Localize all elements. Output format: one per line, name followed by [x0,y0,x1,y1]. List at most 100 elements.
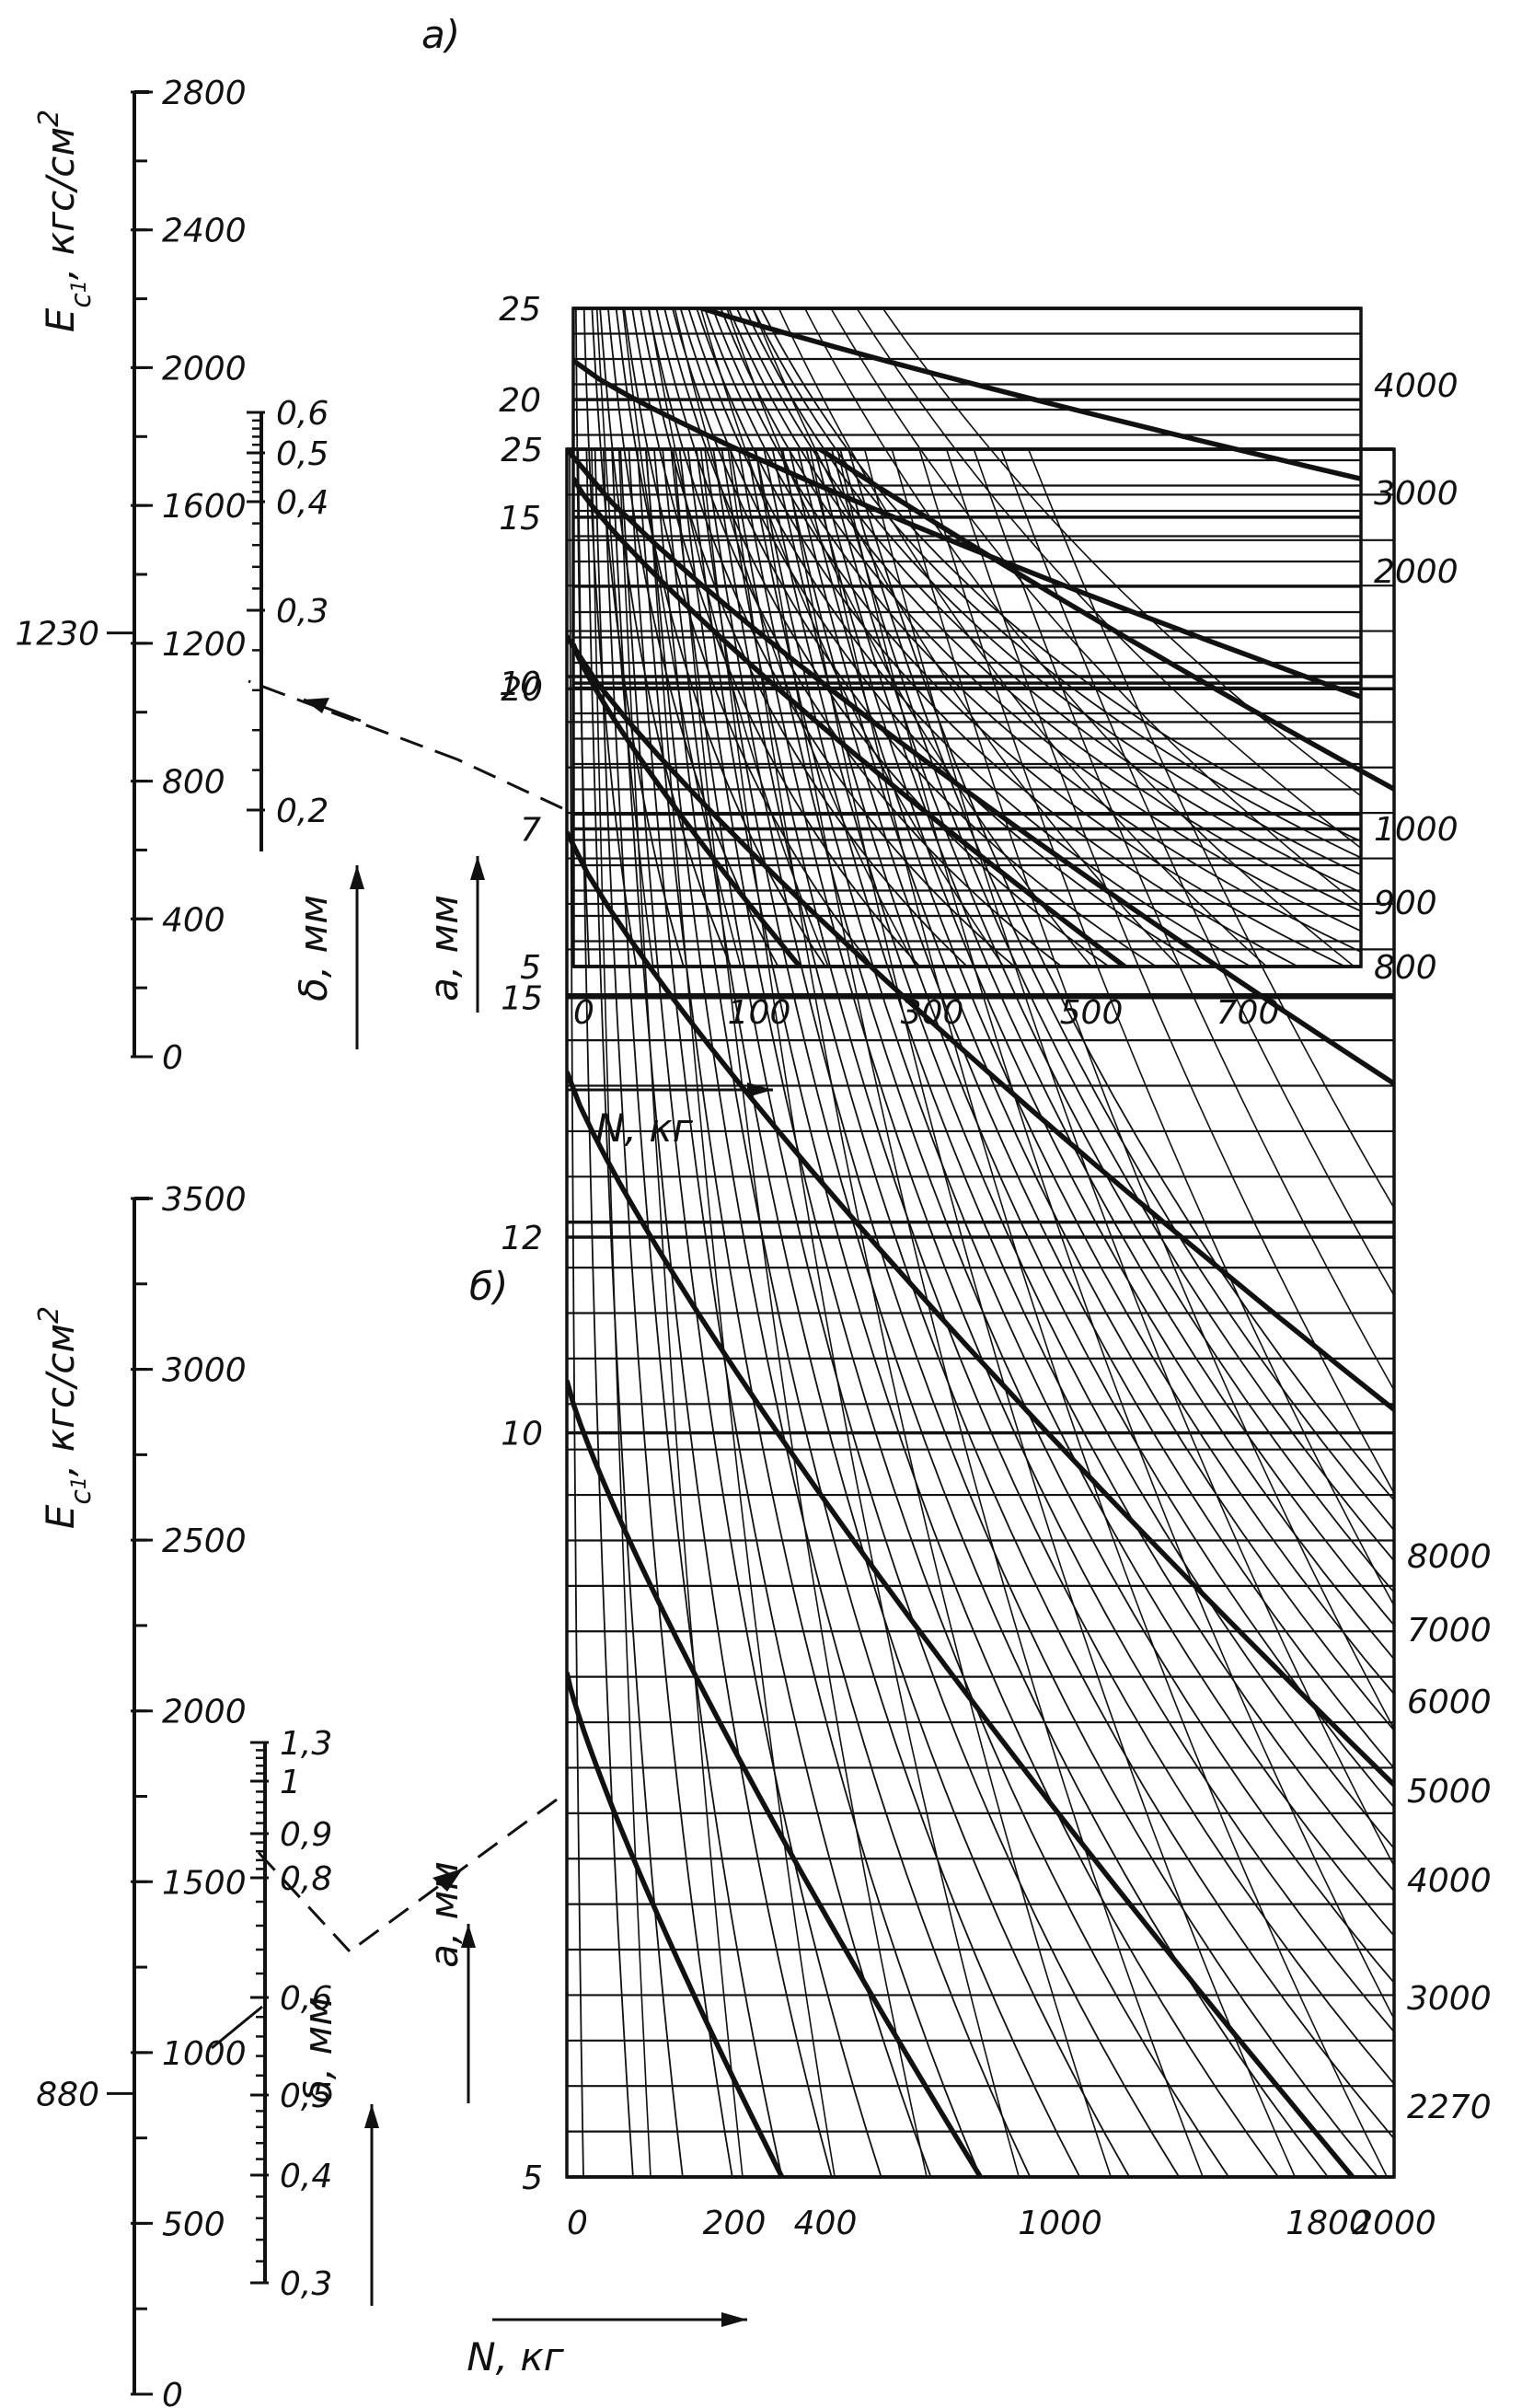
steep-thin-curve [863,449,1394,1868]
a-tick-label: 7 [520,812,541,850]
delta-tick-label: 1,3 [280,1725,332,1763]
delta-tick-label: 0,9 [280,1816,332,1854]
ec-axis-label: Ec1, кгс/см2 [33,1306,98,1529]
ec-tick-label: 3500 [162,1181,247,1219]
thin-curve [771,449,1394,1809]
a-tick-label: 20 [499,382,541,420]
ec-tick-label: 2800 [162,75,247,112]
delta-tick-label: 0,3 [280,2265,332,2303]
thin-curve [830,449,1394,1562]
delta-arrow-head [364,2104,379,2128]
key-curve-7000 [567,449,1394,1087]
steep-thin-curve [591,449,651,2177]
thin-curve [813,449,1394,1627]
curve-label: 800 [1374,949,1437,987]
n-tick-label: 1800 [1286,2205,1370,2242]
curve-family [567,449,1394,2177]
steep-thin-curve [918,449,1394,1607]
thin-curve [728,308,1361,912]
n-tick-label: 0 [567,2205,588,2242]
steep-thin-curve [830,308,1361,908]
thin-curve [653,449,1081,2177]
a-tick-label: 5 [522,2159,543,2197]
example-dashed-line-2 [250,1844,352,1953]
thin-curve [805,449,1394,1661]
plot-area [565,447,1396,2179]
ec-label-part: 2 [33,110,65,127]
steep-thin-curve [755,449,1204,2177]
thin-curve [611,449,833,2177]
steep-thin-curve [856,308,1361,850]
thin-curve [797,449,1394,1696]
key-curve-2000 [573,358,1361,700]
ec-tick-label: 2400 [162,213,247,250]
n-tick-label: 200 [703,2205,767,2242]
thin-curve [695,449,1329,2177]
delta-tick-label: 0,3 [276,593,329,631]
delta-axis-label: δ, мм [295,1997,340,2103]
ec-tick-label: 400 [162,901,225,939]
thin-curve [670,449,1181,2177]
delta-tick-label: 0,2 [276,793,329,830]
ec-tick-label: 0 [162,1039,183,1077]
n-tick-label: 500 [1060,994,1124,1032]
thin-curve [628,449,932,2177]
ec-tick-label: 500 [162,2205,225,2243]
steep-thin-curve [778,308,1268,967]
ec-label-part: 1 [68,280,91,293]
curve-label: 2270 [1407,2089,1492,2126]
steep-thin-curve [781,449,1297,2177]
thin-curve [721,449,1394,2086]
curve-label: 4000 [1407,1862,1492,1900]
a-tick-label: 12 [501,1220,543,1257]
steep-thin-curve [727,449,1112,2177]
delta-tick-label: 0,4 [276,484,329,522]
steep-thin-curve [673,449,928,2177]
ec-marked-label: 1230 [15,616,99,654]
n-tick-label: 400 [794,2205,858,2242]
steep-thin-curve [945,449,1394,1495]
ec-tick-label: 1600 [162,488,247,526]
thin-curve [672,308,1157,967]
ec-tick-label: 800 [162,764,225,802]
delta-tick-label: 0,8 [280,1860,332,1898]
steep-thin-curve [1027,449,1394,1210]
curve-label: 5000 [1407,1773,1492,1811]
thin-curve [729,449,1394,2033]
a-arrow-head [470,856,485,880]
ec-tick-label: 2000 [162,1694,247,1731]
thin-curve [594,449,733,2177]
thin-curve [623,308,874,967]
a-tick-label: 10 [501,1416,543,1453]
example-arrow-head [432,1869,463,1892]
thin-curve [678,449,1229,2177]
panel-label: б) [469,1264,508,1309]
steep-thin-curve [803,308,1355,967]
thin-curve [704,449,1378,2177]
ec-label-part: c [65,293,98,308]
key-curve-4000 [567,1071,1355,2177]
example-line-to-e [211,2005,263,2050]
thin-curve [644,449,1032,2177]
panel-label: а) [421,12,460,57]
thin-curve [602,449,783,2177]
thin-curve [686,449,1279,2177]
ec-tick-label: 2000 [162,350,247,388]
n-arrow-head [721,2312,747,2327]
curve-label: 7000 [1407,1612,1492,1650]
delta-tick-label: 1 [280,1764,301,1801]
ec-tick-label: 1200 [162,626,247,664]
ec-label-part: , кгс/см [38,127,83,280]
a-tick-label: 25 [499,291,541,329]
thin-curve [744,308,1361,876]
key-curve-6000 [567,634,1394,1413]
ec-tick-label: 3000 [162,1352,247,1390]
thin-curve [577,449,634,2177]
thin-curve [636,449,982,2177]
thin-curve [663,308,1110,967]
curve-label: 4000 [1374,367,1459,405]
curve-label: 6000 [1407,1684,1492,1721]
steep-thin-curve [699,449,1020,2177]
ec-tick-label: 1000 [162,2035,247,2073]
